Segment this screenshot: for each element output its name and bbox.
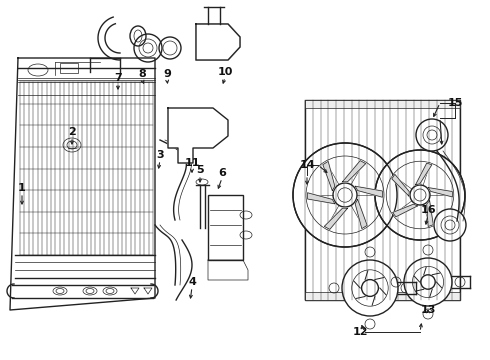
Text: 8: 8 bbox=[138, 69, 146, 79]
Bar bbox=[208, 195, 243, 260]
Bar bbox=[305, 100, 460, 108]
Polygon shape bbox=[392, 204, 417, 217]
Text: 2: 2 bbox=[68, 127, 76, 137]
Ellipse shape bbox=[416, 119, 448, 151]
Text: 9: 9 bbox=[163, 69, 171, 79]
Polygon shape bbox=[168, 108, 228, 163]
Text: 3: 3 bbox=[156, 150, 164, 160]
Ellipse shape bbox=[434, 209, 466, 241]
Text: 6: 6 bbox=[218, 168, 226, 178]
Polygon shape bbox=[308, 193, 335, 204]
Ellipse shape bbox=[404, 258, 452, 306]
Text: 14: 14 bbox=[299, 160, 315, 170]
Text: 16: 16 bbox=[420, 205, 436, 215]
Polygon shape bbox=[196, 24, 240, 60]
Polygon shape bbox=[416, 163, 432, 185]
Polygon shape bbox=[343, 161, 366, 182]
Text: 13: 13 bbox=[420, 305, 436, 315]
Text: 10: 10 bbox=[217, 67, 233, 77]
Bar bbox=[305, 292, 460, 300]
Ellipse shape bbox=[362, 280, 378, 296]
Text: 5: 5 bbox=[196, 165, 204, 175]
Text: 15: 15 bbox=[447, 98, 463, 108]
Polygon shape bbox=[355, 186, 383, 197]
Polygon shape bbox=[392, 174, 409, 196]
Polygon shape bbox=[324, 208, 347, 229]
Ellipse shape bbox=[342, 260, 398, 316]
Ellipse shape bbox=[421, 275, 435, 289]
Polygon shape bbox=[427, 201, 433, 226]
Text: 11: 11 bbox=[184, 158, 200, 168]
Polygon shape bbox=[355, 199, 367, 229]
Polygon shape bbox=[323, 161, 335, 190]
Ellipse shape bbox=[293, 143, 397, 247]
Text: 12: 12 bbox=[352, 327, 368, 337]
Text: 4: 4 bbox=[188, 277, 196, 287]
Text: 7: 7 bbox=[114, 73, 122, 83]
Text: 1: 1 bbox=[18, 183, 26, 193]
Polygon shape bbox=[428, 188, 452, 197]
Ellipse shape bbox=[375, 150, 465, 240]
Bar bbox=[60, 63, 78, 73]
Bar bbox=[305, 100, 460, 300]
